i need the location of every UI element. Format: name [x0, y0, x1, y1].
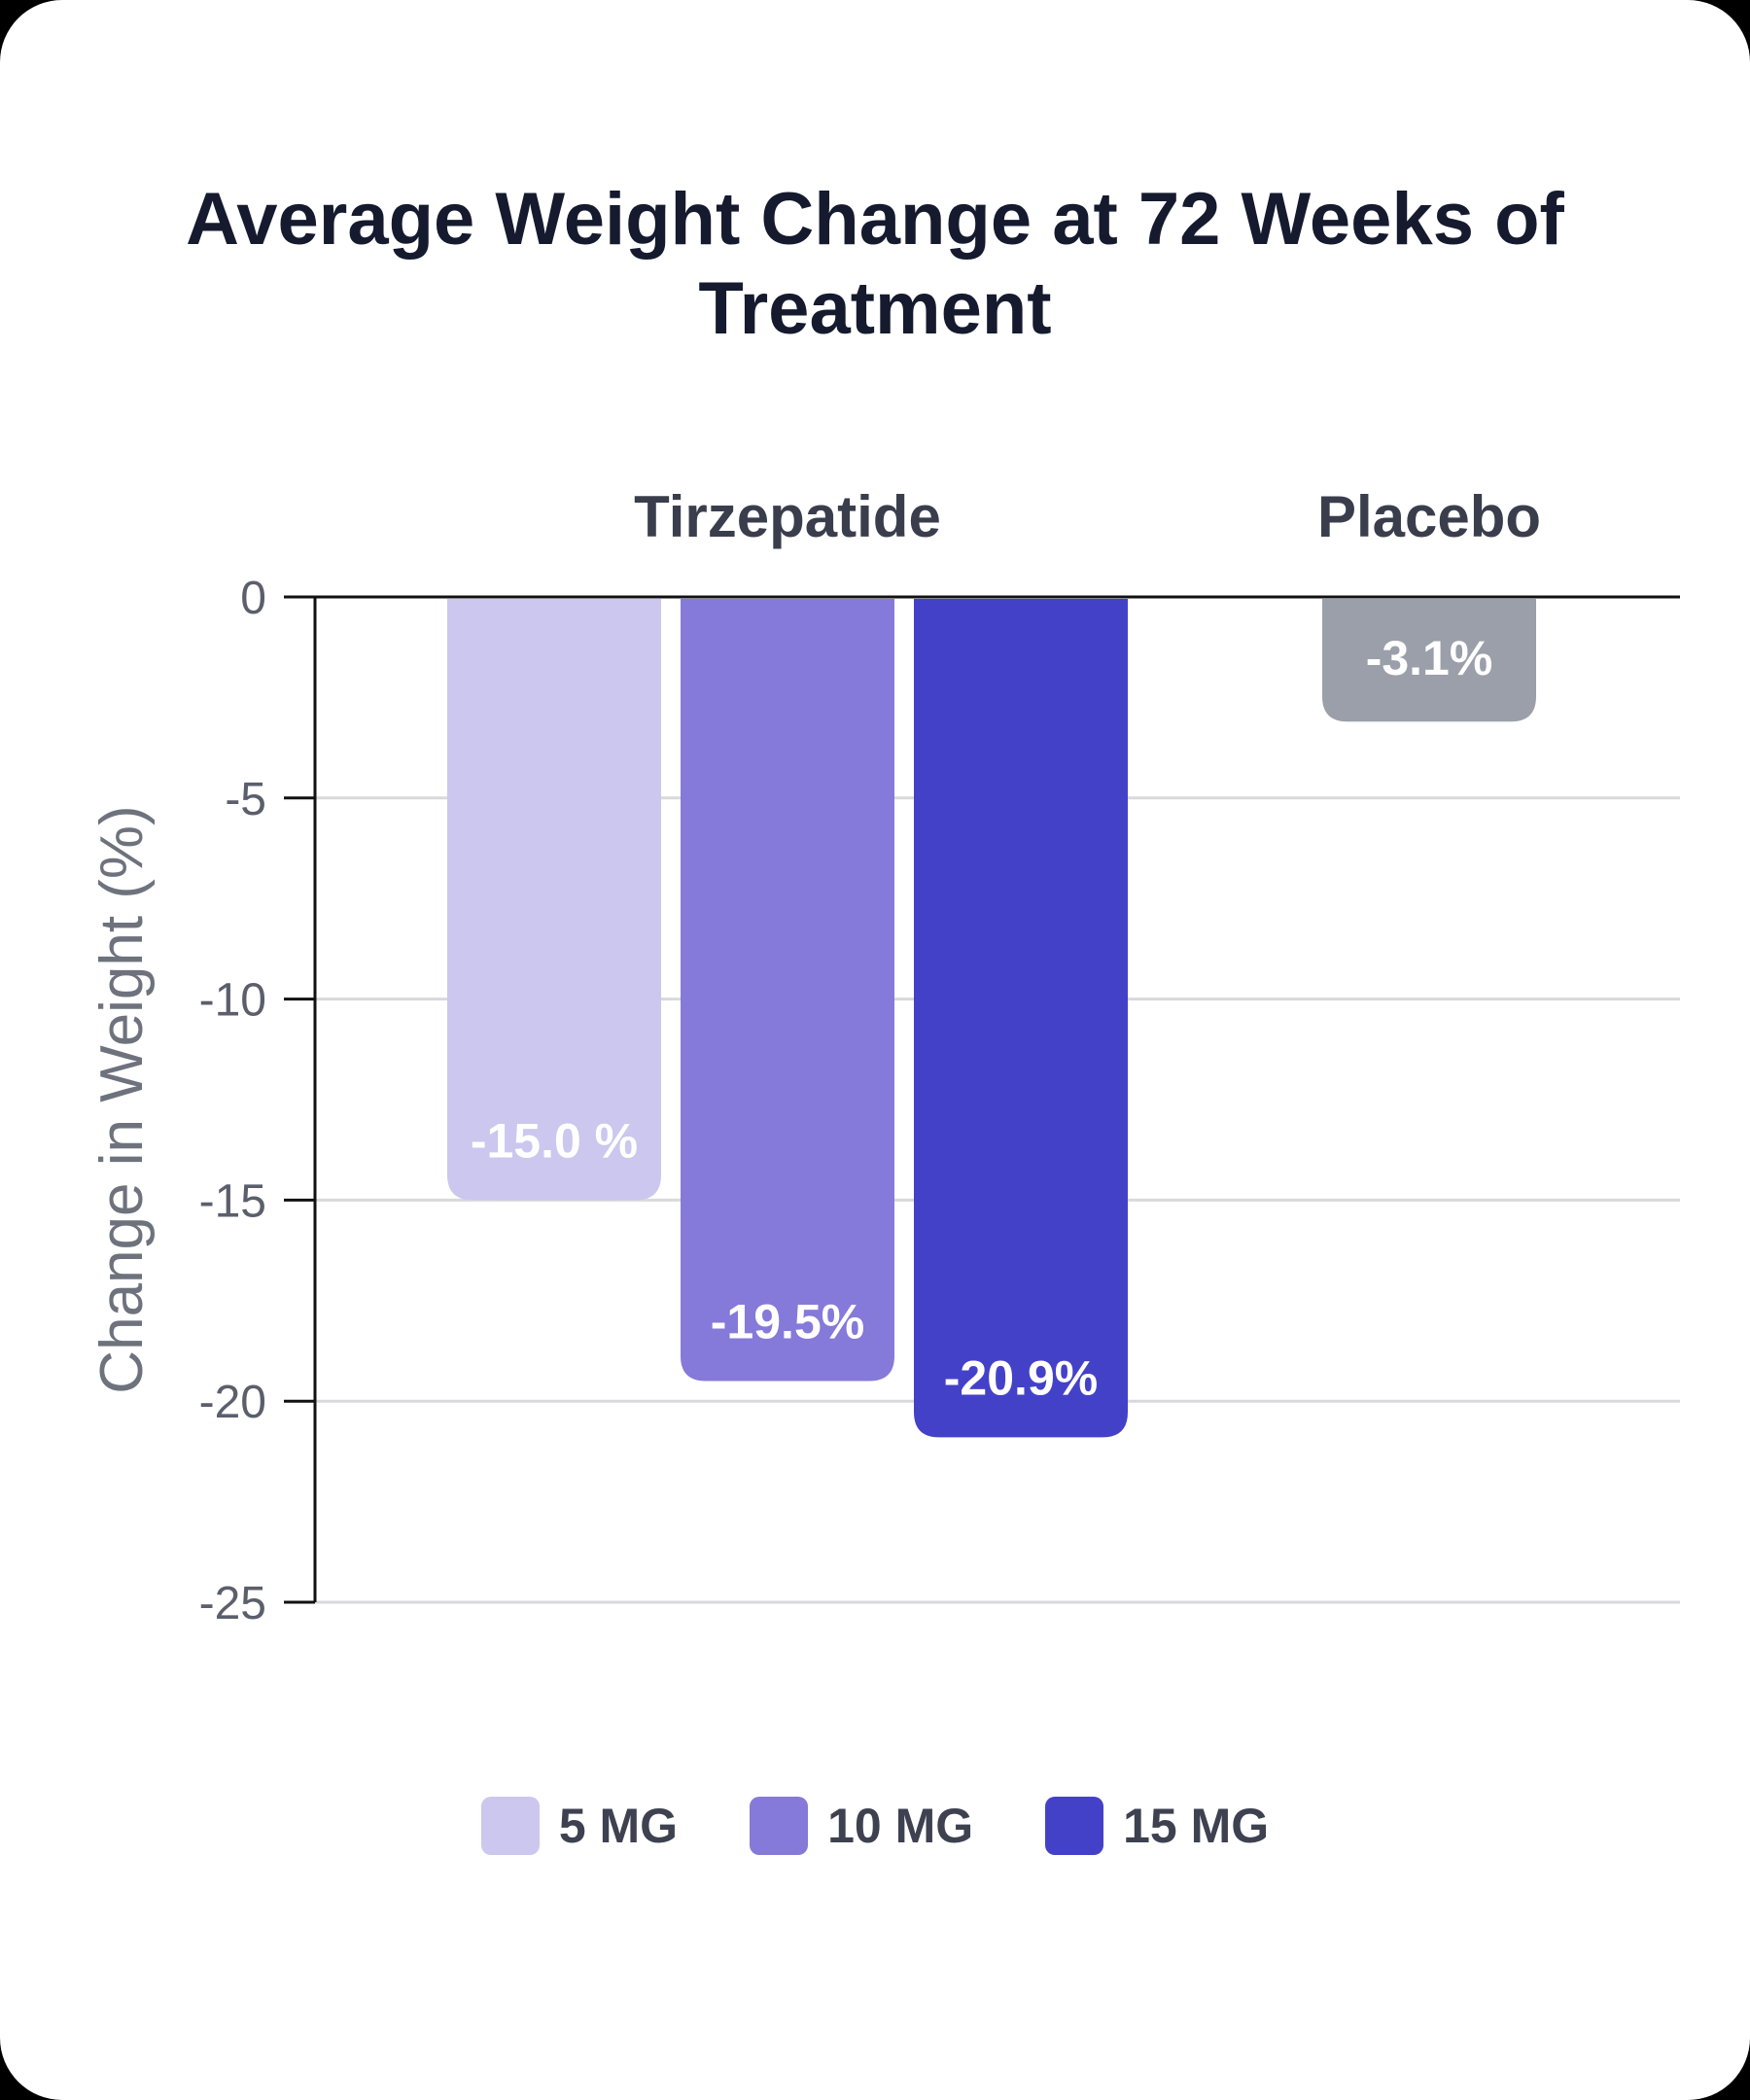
- legend-label: 15 MG: [1123, 1799, 1270, 1853]
- legend-label: 5 MG: [558, 1799, 679, 1853]
- bar-15-mg: [914, 599, 1128, 1438]
- legend-item: 10 MG: [750, 1797, 973, 1855]
- legend-swatch: [480, 1797, 540, 1855]
- legend-item: 5 MG: [480, 1797, 679, 1855]
- data-label: -15.0 %: [471, 1113, 638, 1168]
- legend-label: 10 MG: [827, 1799, 974, 1853]
- data-label: -3.1%: [1366, 631, 1493, 685]
- y-tick-label: -20: [199, 1377, 266, 1428]
- legend-swatch: [750, 1797, 809, 1855]
- chart-title: Average Weight Change at 72 Weeks of Tre…: [186, 178, 1564, 350]
- data-label: -19.5%: [711, 1295, 864, 1349]
- group-label: Tirzepatide: [634, 484, 941, 549]
- bar-placebo: [1322, 599, 1536, 722]
- legend-swatch: [1045, 1797, 1104, 1855]
- y-tick-label: -25: [199, 1578, 266, 1629]
- y-axis-label: Change in Weight (%): [88, 805, 156, 1393]
- y-tick-label: -10: [199, 975, 266, 1027]
- y-tick-label: -5: [225, 774, 266, 825]
- y-tick-label: -15: [199, 1175, 266, 1227]
- y-tick-label: 0: [240, 573, 266, 624]
- data-label: -20.9%: [944, 1350, 1098, 1405]
- bar-10-mg: [681, 599, 894, 1382]
- legend: 5 MG 10 MG 15 MG: [0, 1797, 1750, 1855]
- bar-5-mg: [447, 599, 661, 1201]
- group-label: Placebo: [1317, 484, 1541, 549]
- legend-item: 15 MG: [1045, 1797, 1269, 1855]
